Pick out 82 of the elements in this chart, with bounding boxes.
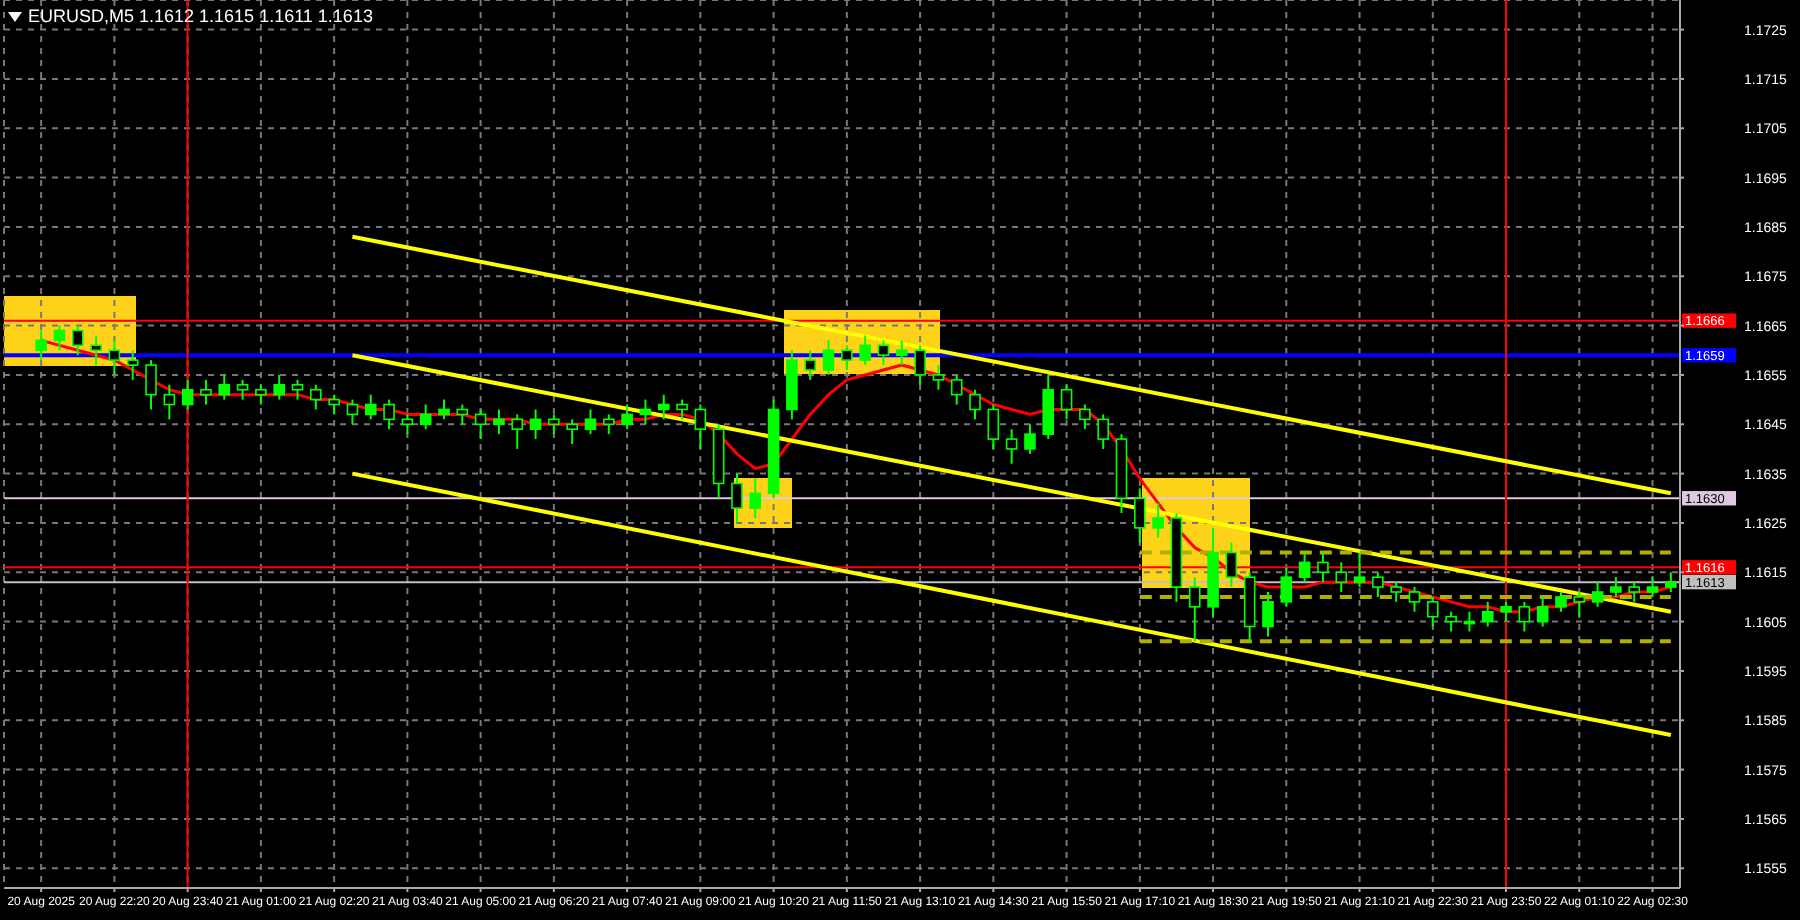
candlestick <box>419 403 432 431</box>
candlestick <box>1646 576 1659 598</box>
candlestick <box>987 403 1000 450</box>
candlestick <box>841 344 853 371</box>
candlestick <box>731 472 743 524</box>
candlestick <box>1591 581 1604 608</box>
candlestick <box>273 373 285 401</box>
candlestick <box>657 393 670 421</box>
candlestick <box>914 344 926 386</box>
candlestick <box>35 329 47 362</box>
candlestick <box>1628 581 1641 603</box>
candlestick <box>53 324 66 352</box>
candlestick <box>163 383 176 421</box>
candlestick <box>1573 591 1586 618</box>
candlestick <box>1097 413 1109 450</box>
candlestick <box>676 398 688 421</box>
candlestick <box>603 413 615 436</box>
candlestick <box>145 359 157 411</box>
candlestick <box>1536 595 1549 628</box>
candlestick <box>1390 581 1402 603</box>
candlestick <box>71 324 84 357</box>
candlestick <box>236 378 249 401</box>
candlestick <box>529 408 542 441</box>
candlestick <box>694 403 707 450</box>
candlestick <box>749 477 762 519</box>
candlestick <box>932 364 945 391</box>
candlestick <box>1518 600 1531 633</box>
candlestick <box>621 403 633 431</box>
candlestick <box>1408 586 1421 613</box>
candlestick <box>950 373 963 406</box>
candlestick <box>1445 610 1457 633</box>
candlestick <box>1317 551 1329 584</box>
candlestick <box>218 373 231 401</box>
candlestick <box>511 413 524 450</box>
candlestick <box>383 398 395 431</box>
candlestick <box>1427 595 1439 628</box>
candlestick <box>1042 373 1055 441</box>
candlestick <box>895 339 908 367</box>
candlestick <box>364 393 377 421</box>
candlestick <box>456 403 469 426</box>
candlestick <box>126 349 139 381</box>
candlestick <box>639 398 652 426</box>
candlestick <box>291 378 304 401</box>
candlestick <box>1335 561 1348 593</box>
candlestick <box>1134 487 1146 544</box>
candlestick <box>108 339 121 376</box>
candlestick <box>1372 571 1384 598</box>
candlestick <box>1152 502 1164 539</box>
candlestick <box>1555 591 1567 613</box>
candlestick <box>1500 600 1512 623</box>
candlestick <box>1610 576 1622 598</box>
candlestick <box>401 413 414 436</box>
candlestick <box>969 388 981 421</box>
candlestick <box>822 339 835 376</box>
candlestick <box>1188 576 1201 643</box>
candlestick <box>200 378 212 406</box>
candlestick <box>1298 551 1311 584</box>
candlestick <box>90 334 102 367</box>
candlestick <box>1280 566 1293 608</box>
candlestick <box>584 408 597 436</box>
candlestick <box>493 408 505 436</box>
candlestick <box>1060 383 1073 421</box>
candlestick <box>859 334 871 367</box>
candlestick <box>255 383 267 406</box>
candlestick <box>1079 403 1091 431</box>
candlestick <box>1665 571 1677 593</box>
candlestick <box>566 418 578 445</box>
candlestick <box>1024 423 1036 455</box>
candlestick <box>804 349 817 381</box>
candlestick <box>1262 591 1274 638</box>
candlestick <box>1005 428 1018 465</box>
candlestick <box>474 408 487 441</box>
candlestick <box>310 383 322 411</box>
candlestick <box>1481 600 1494 628</box>
candlestick <box>877 339 890 367</box>
candlestick <box>1225 541 1238 589</box>
candlestick <box>438 398 450 421</box>
candlestick <box>548 413 560 436</box>
candlestick <box>1353 551 1366 589</box>
candlestick <box>181 378 194 411</box>
candlestick <box>346 398 359 426</box>
candlestick <box>328 393 340 416</box>
